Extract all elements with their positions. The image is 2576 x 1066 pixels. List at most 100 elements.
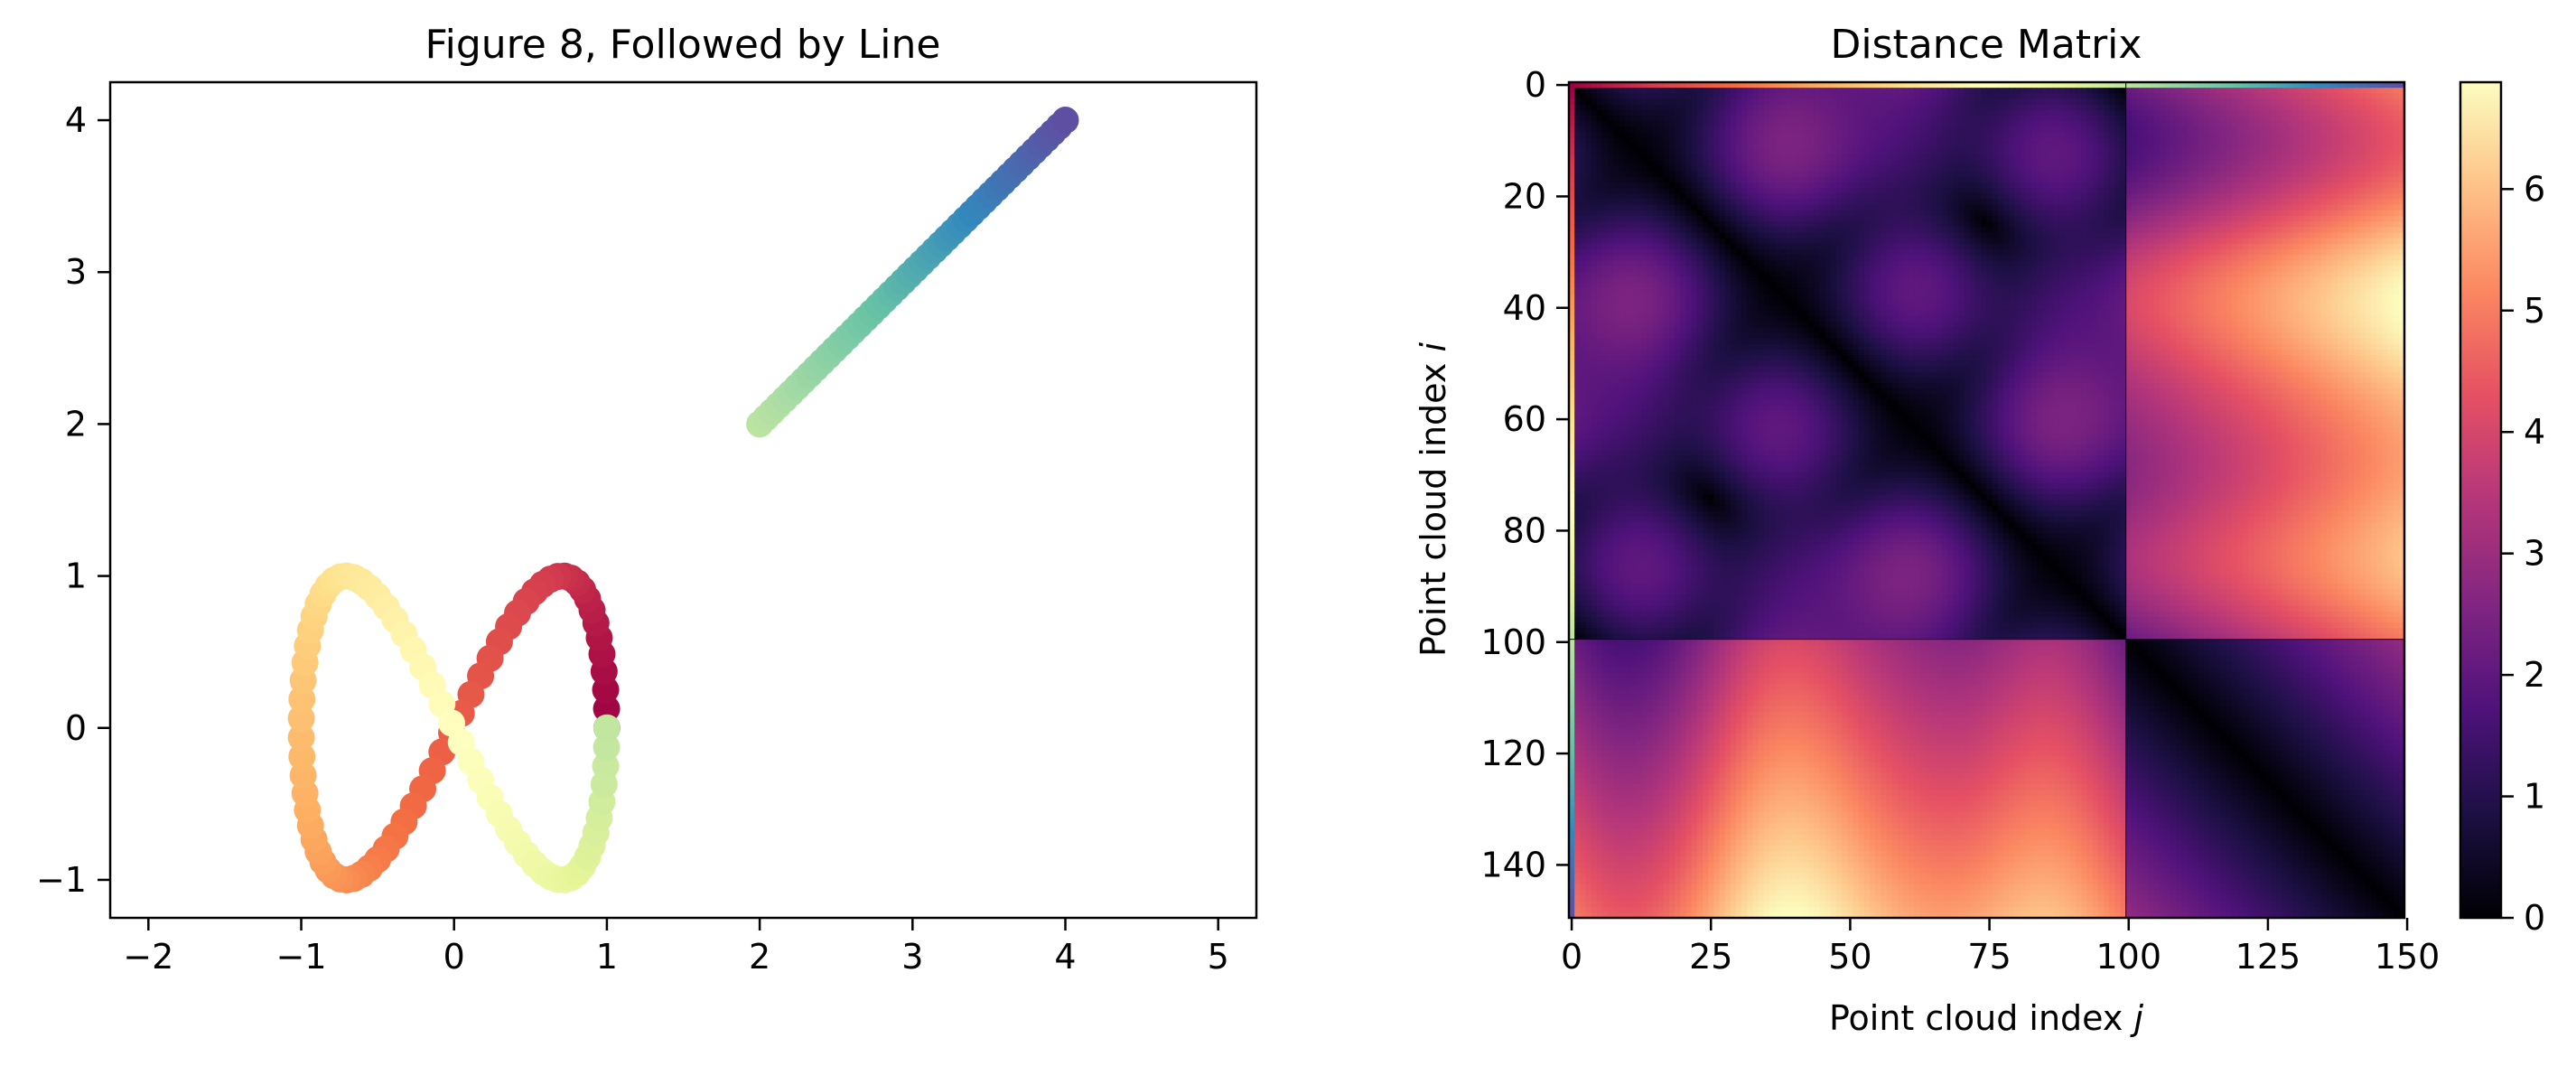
heatmap-cell — [1636, 238, 1642, 245]
heatmap-cell — [1937, 216, 1943, 222]
heatmap-cell — [2243, 93, 2249, 99]
heatmap-cell — [2193, 126, 2199, 133]
heatmap-cell — [2343, 88, 2349, 94]
heatmap-cell — [1881, 238, 1887, 245]
heatmap-cell — [2327, 110, 2333, 117]
heatmap-cell — [2343, 249, 2349, 256]
heatmap-cell — [1653, 177, 1659, 183]
heatmap-cell — [1820, 116, 1826, 122]
heatmap-cell — [1630, 126, 1637, 133]
heatmap-cell — [2304, 227, 2310, 233]
heatmap-cell — [1808, 99, 1815, 106]
heatmap-cell — [2137, 105, 2143, 111]
heatmap-cell — [1987, 160, 1993, 166]
heatmap-cell — [2037, 144, 2043, 150]
heatmap-cell — [1792, 233, 1798, 239]
heatmap-cell — [1703, 121, 1709, 127]
heatmap-cell — [2371, 221, 2377, 228]
heatmap-cell — [1692, 238, 1698, 245]
heatmap-cell — [2254, 99, 2261, 106]
heatmap-cell — [1820, 182, 1826, 189]
heatmap-cell — [1825, 227, 1832, 233]
heatmap-cell — [1965, 149, 1971, 155]
heatmap-cell — [2204, 221, 2210, 228]
heatmap-cell — [1808, 193, 1815, 200]
heatmap-cell — [2070, 188, 2077, 194]
heatmap-cell — [2098, 177, 2105, 183]
heatmap-cell — [1970, 144, 1976, 150]
heatmap-cell — [1636, 255, 1642, 261]
heatmap-cell — [2327, 88, 2333, 94]
heatmap-cell — [2382, 249, 2388, 256]
heatmap-cell — [1959, 149, 1965, 155]
heatmap-cell — [1981, 193, 1987, 200]
heatmap-cell — [1625, 116, 1631, 122]
heatmap-cell — [1636, 172, 1642, 178]
heatmap-cell — [1970, 200, 1976, 206]
heatmap-cell — [1591, 144, 1598, 150]
heatmap-cell — [2366, 182, 2372, 189]
heatmap-cell — [1875, 166, 1881, 173]
heatmap-cell — [1970, 99, 1976, 106]
heatmap-cell — [2248, 210, 2254, 217]
heatmap-cell — [1959, 244, 1965, 250]
heatmap-cell — [2048, 133, 2054, 139]
heatmap-cell — [1664, 249, 1670, 256]
heatmap-cell — [1692, 110, 1698, 117]
heatmap-cell — [1630, 193, 1637, 200]
heatmap-cell — [1602, 205, 1609, 211]
heatmap-cell — [2059, 144, 2066, 150]
heatmap-cell — [1942, 205, 1948, 211]
heatmap-cell — [2126, 255, 2133, 261]
heatmap-cell — [2265, 138, 2272, 145]
heatmap-cell — [1942, 188, 1948, 194]
heatmap-cell — [2338, 227, 2344, 233]
heatmap-cell — [1875, 200, 1881, 206]
distance-matrix-plot: 0 25 50 75 100 125 150 020406080100120140 Dist… — [1414, 22, 2440, 1038]
heatmap-cell — [2042, 188, 2049, 194]
heatmap-cell — [1608, 255, 1614, 261]
heatmap-cell — [1993, 233, 1999, 239]
heatmap-cell — [2348, 244, 2355, 250]
heatmap-cell — [1608, 188, 1614, 194]
heatmap-cell — [1764, 99, 1770, 106]
heatmap-cell — [1708, 116, 1714, 122]
heatmap-cell — [2142, 193, 2149, 200]
heatmap-cell — [1898, 154, 1904, 161]
heatmap-cell — [2181, 177, 2188, 183]
heatmap-cell — [1820, 233, 1826, 239]
heatmap-cell — [2299, 205, 2305, 211]
heatmap-cell — [2003, 227, 2010, 233]
heatmap-cell — [1881, 249, 1887, 256]
heatmap-cell — [2109, 154, 2115, 161]
heatmap-cell — [1736, 121, 1742, 127]
heatmap-cell — [2081, 182, 2087, 189]
heatmap-cell — [1669, 149, 1675, 155]
heatmap-cell — [1942, 138, 1948, 145]
heatmap-cell — [1998, 105, 2004, 111]
heatmap-cell — [2209, 149, 2216, 155]
heatmap-cell — [1747, 110, 1753, 117]
heatmap-cell — [2198, 160, 2205, 166]
heatmap-cell — [2226, 149, 2233, 155]
heatmap-cell — [1759, 210, 1765, 217]
heatmap-cell — [2059, 238, 2066, 245]
heatmap-cell — [1602, 244, 1609, 250]
heatmap-cell — [1759, 205, 1765, 211]
heatmap-cell — [1597, 200, 1603, 206]
heatmap-cell — [2070, 221, 2077, 228]
heatmap-cell — [2366, 233, 2372, 239]
heatmap-cell — [1780, 233, 1787, 239]
heatmap-cell — [1602, 238, 1609, 245]
heatmap-cell — [2198, 154, 2205, 161]
heatmap-cell — [2009, 216, 2015, 222]
heatmap-cell — [2137, 227, 2143, 233]
heatmap-cell — [2070, 88, 2077, 94]
heatmap-cell — [2343, 188, 2349, 194]
heatmap-cell — [2388, 149, 2394, 155]
heatmap-cell — [2388, 249, 2394, 256]
heatmap-cell — [2009, 249, 2015, 256]
heatmap-cell — [2293, 249, 2300, 256]
heatmap-cell — [1937, 177, 1943, 183]
heatmap-cell — [2031, 88, 2038, 94]
